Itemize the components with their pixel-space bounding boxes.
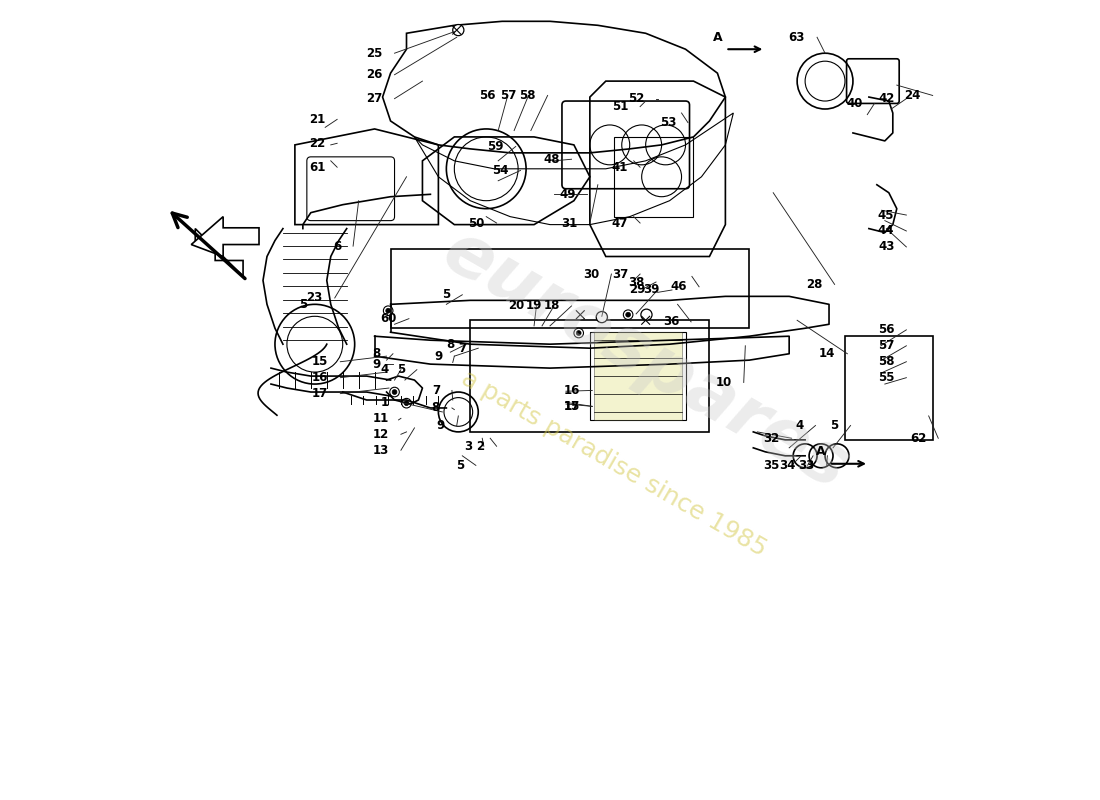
Text: 7: 7 [432, 384, 440, 397]
Text: 46: 46 [671, 280, 688, 294]
Circle shape [626, 312, 630, 317]
Text: 15: 15 [564, 400, 581, 413]
Text: 23: 23 [307, 291, 322, 305]
Text: 58: 58 [878, 355, 894, 368]
Text: a parts paradise since 1985: a parts paradise since 1985 [456, 366, 771, 562]
Polygon shape [191, 217, 258, 257]
Text: 12: 12 [373, 428, 389, 441]
Text: 5: 5 [830, 419, 838, 432]
Text: 30: 30 [583, 267, 600, 281]
Text: 42: 42 [878, 92, 894, 105]
Text: 37: 37 [612, 267, 628, 281]
Text: 54: 54 [492, 164, 508, 177]
Text: 51: 51 [612, 100, 628, 113]
Text: 41: 41 [612, 161, 628, 174]
Text: 31: 31 [562, 217, 578, 230]
Text: 40: 40 [846, 97, 862, 110]
Text: 18: 18 [543, 299, 560, 313]
Text: 52: 52 [628, 92, 645, 105]
Text: 35: 35 [763, 459, 780, 472]
Text: 9: 9 [437, 419, 444, 432]
Text: 58: 58 [519, 89, 536, 102]
Text: 5: 5 [397, 363, 405, 376]
Text: 9: 9 [434, 350, 442, 362]
Circle shape [386, 308, 390, 313]
Text: 9: 9 [373, 358, 381, 370]
Text: 57: 57 [878, 339, 894, 352]
Text: 4: 4 [795, 419, 803, 432]
Text: 29: 29 [629, 283, 646, 297]
Text: 6: 6 [333, 240, 341, 253]
Text: 5: 5 [442, 288, 450, 302]
Text: 8: 8 [373, 347, 381, 360]
Text: 63: 63 [789, 30, 805, 44]
Text: 4: 4 [381, 363, 389, 376]
Text: eurospares: eurospares [430, 216, 860, 504]
Text: 53: 53 [660, 116, 676, 129]
Text: 24: 24 [904, 89, 921, 102]
Text: 1: 1 [381, 396, 389, 409]
Text: 5: 5 [298, 298, 307, 311]
Circle shape [453, 25, 464, 36]
Text: 2: 2 [476, 440, 485, 453]
Text: 36: 36 [663, 315, 679, 328]
Text: 7: 7 [459, 342, 466, 354]
Text: 45: 45 [878, 209, 894, 222]
Text: 57: 57 [500, 89, 517, 102]
Text: 26: 26 [366, 68, 383, 82]
Text: 56: 56 [878, 323, 894, 336]
Text: 27: 27 [366, 92, 383, 105]
Circle shape [402, 398, 411, 408]
Text: 55: 55 [878, 371, 894, 384]
Circle shape [392, 390, 397, 394]
Text: 21: 21 [309, 113, 326, 126]
Text: 39: 39 [644, 283, 660, 297]
Text: 17: 17 [564, 400, 581, 413]
Text: 19: 19 [526, 299, 542, 313]
Text: 38: 38 [628, 275, 645, 289]
Polygon shape [594, 332, 682, 420]
Text: 60: 60 [381, 312, 397, 325]
Text: 8: 8 [431, 402, 440, 414]
Text: 22: 22 [309, 137, 326, 150]
Text: 56: 56 [480, 89, 496, 102]
Circle shape [389, 387, 399, 397]
Text: 61: 61 [309, 161, 326, 174]
Text: 3: 3 [464, 440, 472, 453]
Text: 28: 28 [806, 278, 823, 291]
Circle shape [596, 311, 607, 322]
Circle shape [384, 306, 393, 315]
Text: 59: 59 [487, 140, 504, 153]
Circle shape [576, 330, 581, 335]
Text: A: A [816, 446, 826, 458]
Text: 32: 32 [763, 432, 780, 445]
Text: 14: 14 [820, 347, 835, 360]
Text: 5: 5 [455, 459, 464, 472]
Text: 47: 47 [612, 217, 628, 230]
Text: 49: 49 [559, 188, 575, 201]
Text: A: A [713, 30, 723, 44]
Text: 16: 16 [312, 371, 329, 384]
Text: 8: 8 [447, 338, 454, 350]
Text: 62: 62 [910, 432, 926, 445]
Text: 10: 10 [715, 376, 732, 389]
Text: 48: 48 [543, 153, 560, 166]
Circle shape [404, 401, 409, 406]
Text: 25: 25 [366, 46, 383, 60]
Text: 17: 17 [312, 387, 329, 400]
Text: 33: 33 [799, 459, 815, 472]
Circle shape [624, 310, 632, 319]
Text: 43: 43 [878, 241, 894, 254]
Circle shape [574, 328, 583, 338]
Circle shape [641, 309, 652, 320]
Text: 50: 50 [469, 217, 485, 230]
Text: 15: 15 [312, 355, 329, 368]
Text: 44: 44 [878, 225, 894, 238]
Text: 11: 11 [373, 412, 389, 425]
Text: 34: 34 [779, 459, 795, 472]
Text: 13: 13 [373, 444, 389, 457]
Text: 16: 16 [564, 384, 581, 397]
Text: 20: 20 [508, 299, 525, 313]
Polygon shape [195, 229, 243, 277]
